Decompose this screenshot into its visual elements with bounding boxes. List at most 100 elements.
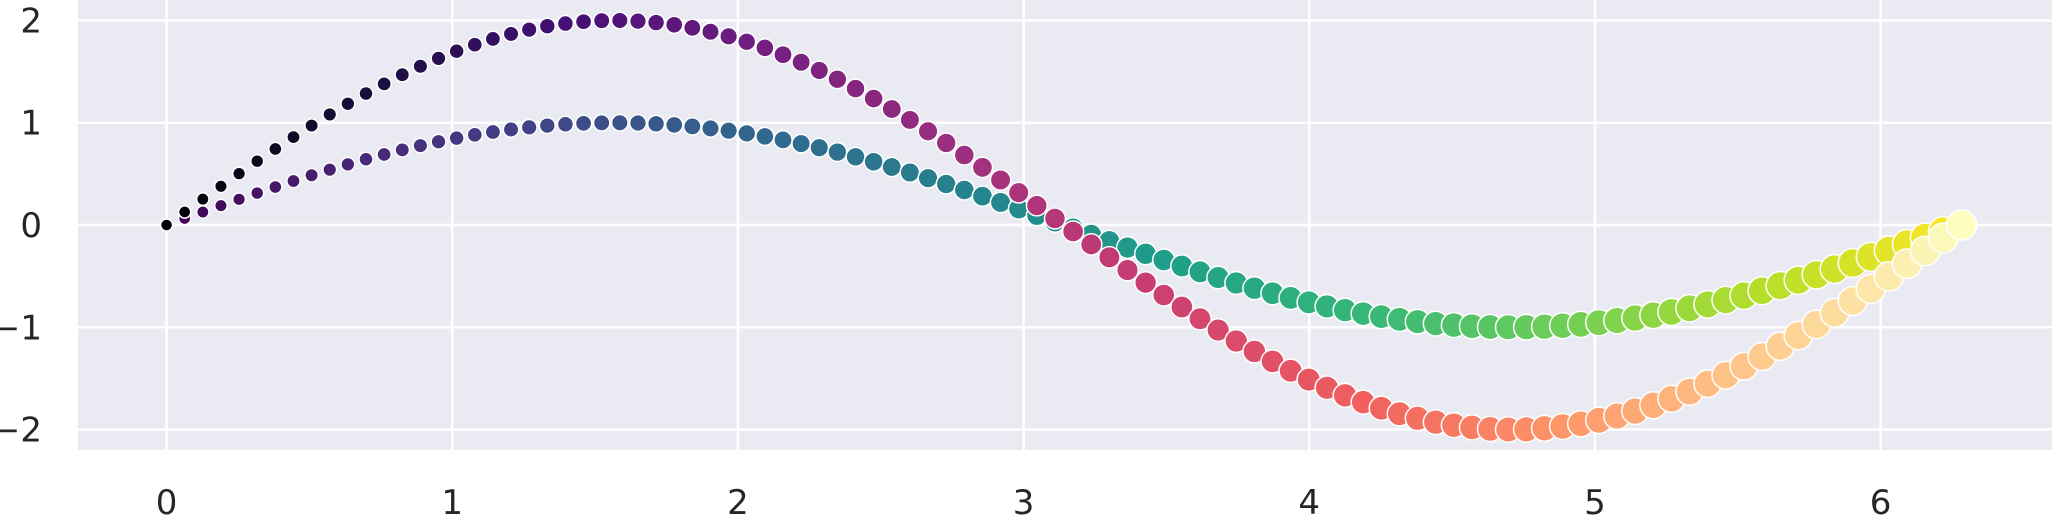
scatter-point bbox=[195, 205, 210, 219]
scatter-point bbox=[231, 166, 247, 181]
scatter-point bbox=[1188, 306, 1212, 331]
scatter-point bbox=[863, 88, 884, 109]
scatter-point bbox=[701, 22, 720, 42]
scatter-point bbox=[358, 151, 374, 168]
scatter-point bbox=[1025, 194, 1048, 217]
scatter-point bbox=[971, 156, 994, 179]
scatter-point bbox=[592, 113, 611, 132]
scatter-point bbox=[1115, 258, 1140, 282]
scatter-point bbox=[286, 129, 301, 145]
scatter-point bbox=[412, 58, 429, 75]
scatter-point bbox=[556, 14, 575, 33]
scatter-point bbox=[484, 30, 502, 48]
scatter-point bbox=[556, 115, 575, 134]
scatter-point bbox=[1007, 181, 1030, 204]
scatter-point bbox=[899, 161, 921, 183]
scatter-point bbox=[610, 113, 629, 132]
y-tick-label: 1 bbox=[20, 104, 42, 144]
x-tick-label: 6 bbox=[1870, 483, 1892, 521]
scatter-point bbox=[737, 32, 757, 52]
scatter-point bbox=[827, 69, 848, 90]
scatter-point bbox=[827, 141, 848, 163]
scatter-point bbox=[646, 13, 666, 32]
scatter-point bbox=[935, 132, 957, 154]
scatter-point bbox=[466, 36, 484, 53]
scatter-point bbox=[195, 192, 210, 207]
scatter-point bbox=[304, 118, 320, 134]
scatter-point bbox=[448, 129, 465, 147]
scatter-point bbox=[664, 115, 684, 135]
scatter-point bbox=[466, 126, 484, 144]
scatter-point bbox=[971, 185, 994, 208]
scatter-point bbox=[213, 198, 228, 213]
scatter-point bbox=[1170, 295, 1194, 319]
scatter-point bbox=[484, 123, 502, 141]
scatter-point bbox=[159, 218, 174, 232]
scatter-point bbox=[268, 141, 283, 157]
scatter-point bbox=[376, 76, 392, 92]
scatter-point bbox=[502, 25, 520, 43]
scatter-point bbox=[773, 44, 793, 65]
scatter-point bbox=[304, 167, 320, 183]
scatter-point bbox=[520, 21, 538, 39]
scatter-point bbox=[791, 133, 812, 154]
data-points bbox=[159, 11, 1978, 443]
scatter-point bbox=[376, 146, 392, 163]
scatter-point bbox=[394, 66, 411, 83]
x-tick-label: 0 bbox=[156, 483, 178, 521]
scatter-point bbox=[646, 114, 666, 133]
scatter-point bbox=[538, 116, 556, 135]
scatter-point bbox=[1079, 233, 1103, 256]
scatter-point bbox=[719, 121, 739, 141]
scatter-point bbox=[989, 169, 1012, 191]
series-magma bbox=[159, 11, 1978, 443]
scatter-point bbox=[701, 118, 720, 138]
scatter-point bbox=[773, 130, 793, 150]
scatter-point bbox=[250, 185, 265, 201]
scatter-point bbox=[664, 15, 684, 35]
scatter-point bbox=[430, 50, 447, 67]
scatter-point bbox=[286, 173, 301, 189]
scatter-point bbox=[917, 167, 939, 189]
scatter-point bbox=[1206, 318, 1231, 343]
scatter-point bbox=[1061, 220, 1085, 243]
scatter-point bbox=[610, 11, 629, 30]
scatter-point bbox=[430, 133, 447, 150]
y-tick-label: −2 bbox=[0, 411, 42, 451]
y-tick-label: −1 bbox=[0, 308, 42, 348]
scatter-point bbox=[502, 120, 520, 138]
x-tick-label: 3 bbox=[1013, 483, 1035, 521]
scatter-point bbox=[682, 117, 702, 136]
scatter-point bbox=[520, 118, 538, 136]
scatter-point bbox=[1945, 209, 1978, 241]
y-axis-tick-labels: 2 1 0 −1 −2 bbox=[0, 1, 42, 450]
scatter-point bbox=[881, 98, 903, 120]
scatter-point bbox=[682, 18, 702, 38]
x-tick-label: 5 bbox=[1584, 483, 1606, 521]
scatter-point bbox=[1043, 207, 1067, 230]
scatter-point bbox=[791, 52, 812, 73]
scatter-point bbox=[719, 26, 739, 46]
x-tick-label: 4 bbox=[1298, 483, 1320, 521]
scatter-point bbox=[412, 137, 429, 154]
y-tick-label: 2 bbox=[20, 1, 42, 41]
scatter-point bbox=[917, 120, 939, 142]
scatter-point bbox=[953, 144, 976, 166]
scatter-point bbox=[177, 205, 192, 219]
scatter-point bbox=[845, 146, 866, 168]
scatter-point bbox=[1224, 328, 1249, 354]
scatter-point bbox=[322, 106, 338, 122]
scatter-point bbox=[755, 38, 775, 58]
scatter-point bbox=[250, 153, 265, 169]
scatter-point bbox=[737, 123, 757, 144]
scatter-point bbox=[628, 11, 648, 31]
scatter-point bbox=[322, 162, 338, 178]
scatter-point bbox=[358, 85, 374, 102]
scatter-point bbox=[394, 141, 411, 158]
scatter-point bbox=[340, 96, 356, 112]
scatter-point bbox=[809, 137, 830, 158]
y-tick-label: 0 bbox=[20, 206, 42, 246]
scatter-point bbox=[989, 191, 1012, 214]
scatter-point bbox=[863, 151, 884, 173]
scatter-point bbox=[628, 113, 648, 133]
